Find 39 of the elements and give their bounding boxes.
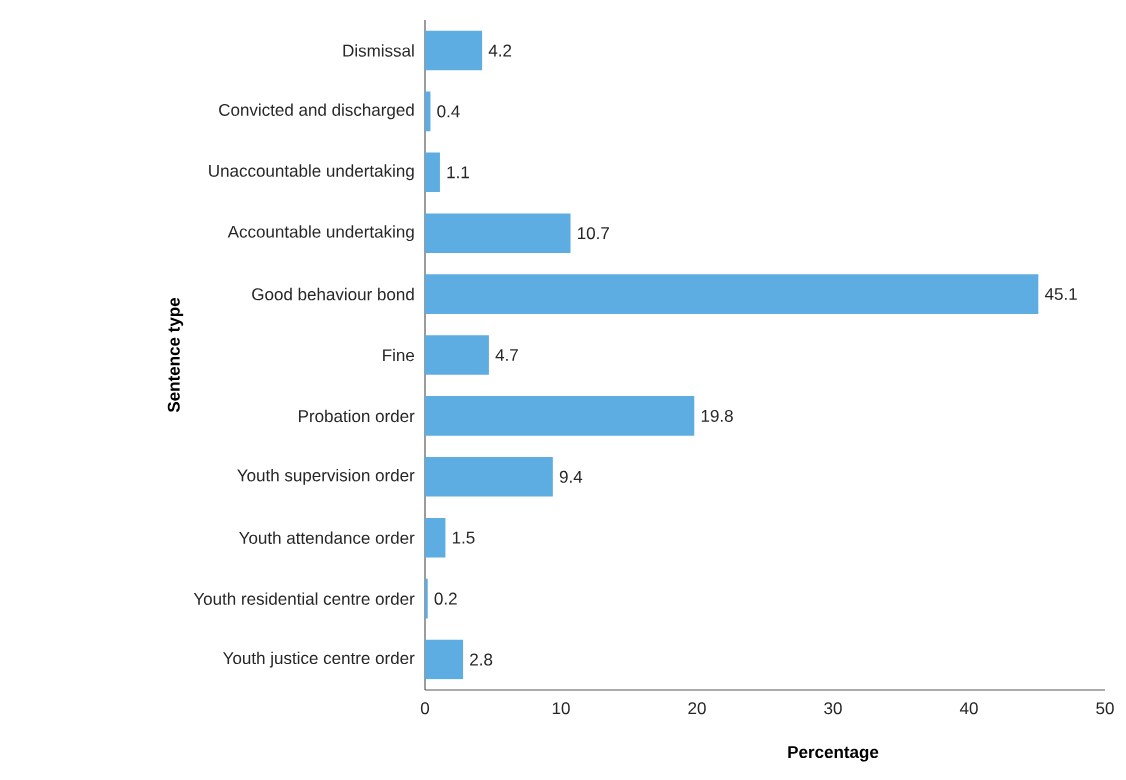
- bar: [425, 639, 464, 680]
- data-label: 9.4: [559, 470, 583, 483]
- y-tick-label: Youth attendance order: [239, 531, 415, 544]
- y-tick-label: Youth residential centre order: [193, 592, 415, 605]
- data-label: 2.8: [470, 653, 493, 666]
- data-label: 19.8: [701, 409, 733, 422]
- y-tick-label: Youth justice centre order: [223, 651, 415, 668]
- y-tick-label: Fine: [383, 348, 415, 362]
- bar: [425, 457, 553, 497]
- y-tick-label: Accountable undertaking: [227, 225, 414, 242]
- bar: [425, 30, 483, 71]
- data-label: 45.1: [1044, 288, 1077, 301]
- bar: [425, 396, 695, 436]
- y-tick-label: Probation order: [299, 409, 415, 423]
- x-tick-label: 10: [552, 702, 570, 715]
- x-tick-label: 20: [688, 702, 706, 715]
- data-label: 0.2: [434, 592, 457, 605]
- y-axis-title: Sentence type: [167, 297, 184, 413]
- data-label: 1.5: [452, 531, 475, 544]
- bar: [425, 213, 571, 253]
- bar: [425, 335, 489, 375]
- data-label: 0.4: [437, 105, 460, 118]
- data-label: 1.1: [447, 166, 469, 179]
- x-tick-label: 40: [959, 702, 978, 715]
- x-tick-label: 0: [420, 702, 430, 715]
- bar: [425, 274, 1039, 314]
- y-tick-label: Unaccountable undertaking: [209, 164, 414, 181]
- data-label: 4.2: [488, 44, 512, 57]
- y-tick-label: Convicted and discharged: [219, 103, 414, 120]
- x-tick-label: 50: [1096, 702, 1114, 715]
- bar: [425, 152, 440, 193]
- data-label: 10.7: [578, 227, 609, 240]
- x-axis-title: Percentage: [788, 746, 879, 762]
- bar: [425, 517, 446, 558]
- data-label: 4.7: [495, 349, 518, 361]
- y-tick-label: Youth supervision order: [237, 468, 415, 485]
- y-tick-label: Dismissal: [343, 44, 414, 57]
- y-tick-label: Good behaviour bond: [252, 287, 414, 301]
- x-tick-label: 30: [824, 702, 842, 715]
